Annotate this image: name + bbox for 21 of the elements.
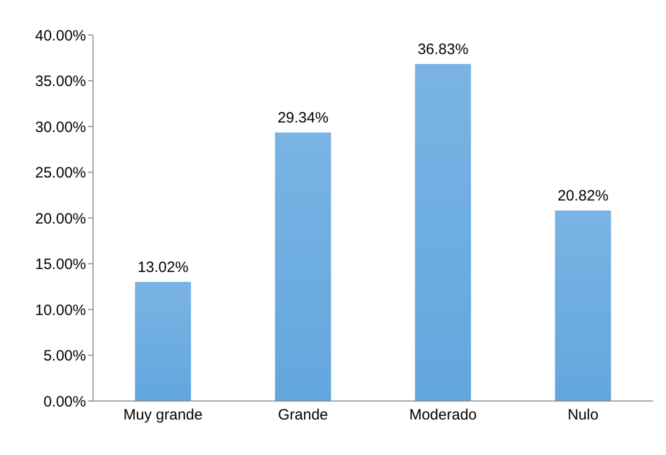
data-label: 29.34% — [278, 110, 328, 127]
data-label: 13.02% — [138, 258, 188, 276]
y-tick-label: 20.00% — [35, 210, 86, 228]
data-label: 20.82% — [558, 187, 608, 204]
x-tick-label: Nulo — [568, 406, 598, 424]
x-tick-label: Moderado — [409, 406, 477, 424]
y-tick-label: 15.00% — [35, 256, 86, 274]
y-tick-label: 25.00% — [35, 164, 86, 182]
x-tick-label: Muy grande — [123, 406, 203, 424]
y-tick-label: 5.00% — [43, 348, 86, 365]
y-tick-label: 40.00% — [35, 27, 86, 44]
y-tick-label: 35.00% — [35, 73, 86, 90]
bar — [135, 282, 191, 401]
y-tick-label: 0.00% — [43, 393, 86, 410]
bar — [275, 132, 331, 401]
bar — [415, 64, 471, 401]
y-tick-label: 30.00% — [35, 118, 86, 136]
bar — [555, 210, 611, 401]
data-label: 36.83% — [418, 41, 468, 58]
y-tick-label: 10.00% — [35, 302, 86, 319]
x-tick-label: Grande — [278, 406, 328, 424]
